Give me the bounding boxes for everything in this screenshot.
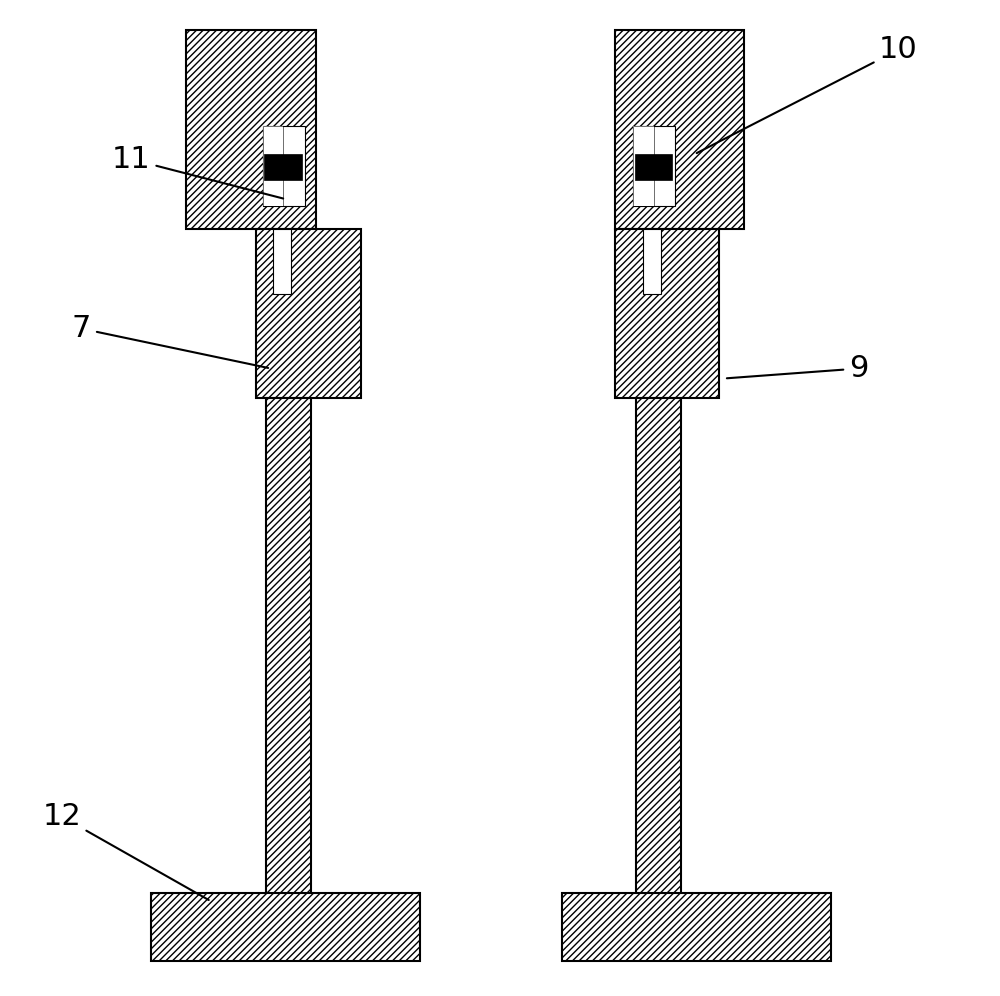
Bar xyxy=(256,229,361,398)
Bar xyxy=(615,229,719,398)
Bar xyxy=(633,126,654,206)
Text: 9: 9 xyxy=(727,354,868,383)
Bar xyxy=(263,126,283,206)
Bar xyxy=(633,126,675,206)
Bar xyxy=(151,893,420,961)
Bar xyxy=(636,398,681,911)
Bar xyxy=(186,30,316,229)
Bar xyxy=(264,154,302,180)
Bar xyxy=(643,229,661,294)
Bar xyxy=(266,398,311,911)
Bar xyxy=(263,126,305,206)
Bar xyxy=(633,126,654,206)
Bar xyxy=(263,126,283,206)
Text: 11: 11 xyxy=(112,144,283,198)
Text: 7: 7 xyxy=(72,314,268,368)
Bar xyxy=(562,893,831,961)
Bar xyxy=(615,30,744,229)
Text: 10: 10 xyxy=(697,35,918,153)
Bar xyxy=(273,229,291,294)
Bar xyxy=(635,154,672,180)
Text: 12: 12 xyxy=(42,802,209,900)
